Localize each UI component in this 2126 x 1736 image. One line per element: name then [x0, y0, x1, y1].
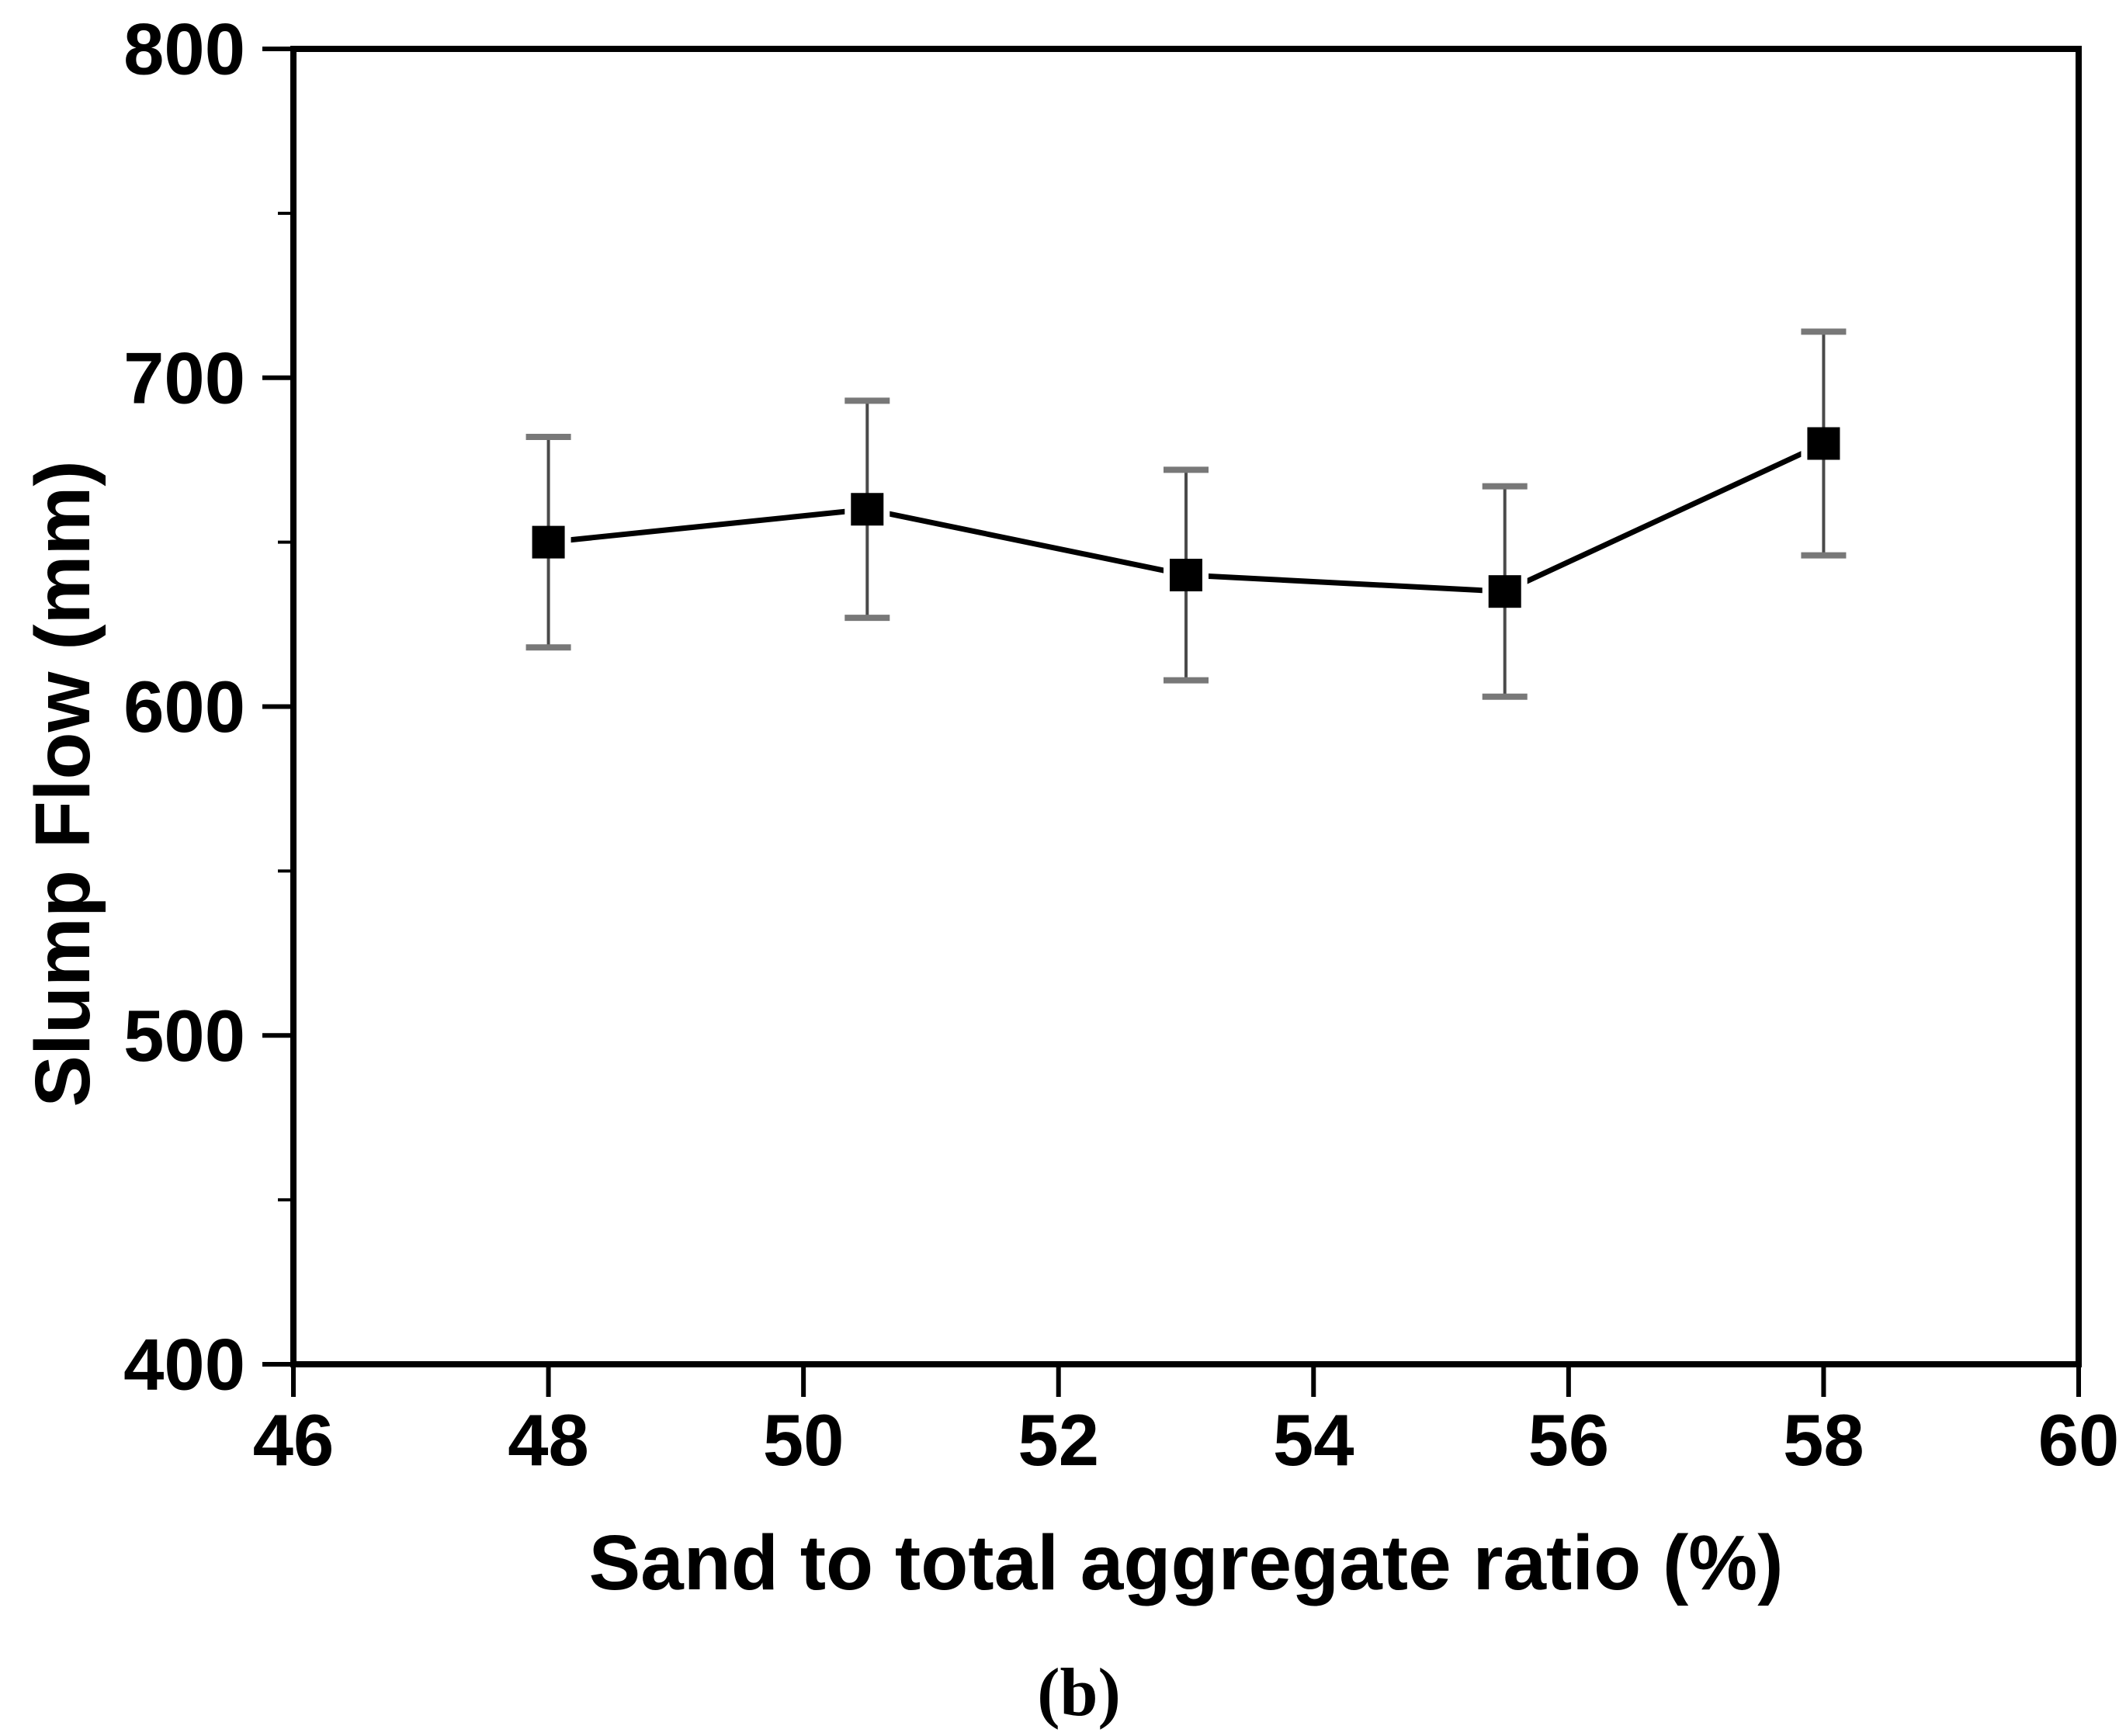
x-tick-label: 52 — [1018, 1399, 1099, 1481]
y-tick-label: 700 — [123, 337, 245, 418]
data-point-marker — [1488, 575, 1521, 608]
x-tick-label: 46 — [253, 1399, 335, 1481]
x-tick-label: 54 — [1273, 1399, 1354, 1481]
y-tick-label: 600 — [123, 666, 245, 747]
y-tick-label: 800 — [123, 9, 245, 90]
x-tick-label: 48 — [508, 1399, 589, 1481]
data-series-layer — [525, 328, 1847, 700]
data-point-marker — [851, 493, 884, 526]
x-axis-label: Sand to total aggregate ratio (%) — [588, 1519, 1783, 1606]
x-tick-label: 56 — [1528, 1399, 1610, 1481]
data-point-marker — [1807, 427, 1840, 460]
x-tick-label: 58 — [1783, 1399, 1864, 1481]
y-axis-label: Slump Flow (mm) — [19, 460, 106, 1107]
y-tick-label: 500 — [123, 995, 245, 1076]
x-tick-label: 50 — [763, 1399, 845, 1481]
figure-caption: (b) — [1037, 1655, 1121, 1731]
x-tick-label: 60 — [2038, 1399, 2120, 1481]
y-tick-label: 400 — [123, 1324, 245, 1405]
plot-border — [290, 46, 2082, 1367]
data-point-marker — [1170, 559, 1202, 591]
data-point-marker — [532, 525, 565, 559]
axis-ticks-layer: 400 500 600 700 800 46 48 50 52 54 56 58 60 — [123, 9, 2119, 1481]
